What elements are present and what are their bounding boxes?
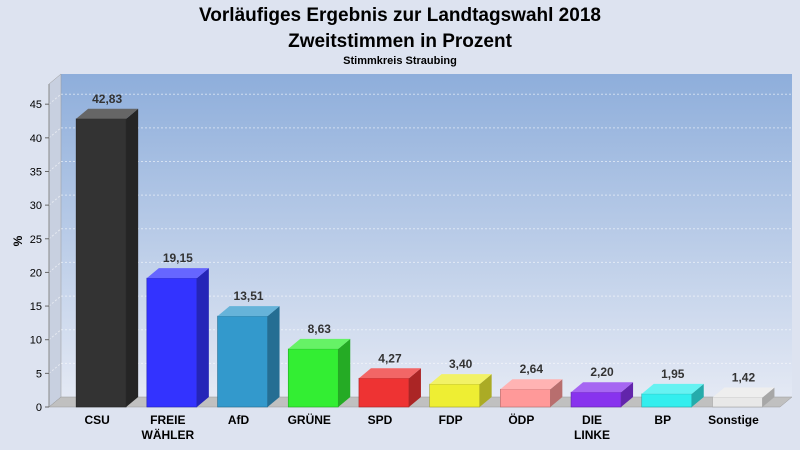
bar-1: [146, 268, 209, 408]
y-tick-label: 20: [30, 267, 42, 279]
bar-front: [217, 315, 268, 408]
value-label: 4,27: [378, 351, 402, 365]
bar-5: [429, 374, 492, 408]
bar-top: [429, 374, 492, 385]
bar-top: [146, 268, 209, 279]
category-label: BP: [654, 413, 671, 427]
grid-line-side: [48, 228, 62, 240]
bar-side: [338, 338, 351, 407]
value-labels: 42,83 19,15 13,51 8,63 4,27 3,40 2,64 2,20 1,95 1…: [92, 92, 755, 385]
value-label: 3,40: [449, 357, 473, 371]
y-axis: 0 5 10 15 20 25 30 35 40 45: [30, 84, 50, 414]
y-tick-label: 15: [30, 301, 42, 313]
grid-line-side: [48, 127, 62, 139]
bar-8: [641, 383, 704, 408]
y-tick-label: 35: [30, 166, 42, 178]
y-tick-label: 40: [30, 133, 42, 145]
chart-title: Vorläufiges Ergebnis zur Landtagswahl 20…: [199, 5, 601, 26]
bar-top: [217, 306, 280, 317]
y-tick-label: 30: [30, 200, 42, 212]
bar-4: [358, 368, 421, 408]
value-label: 13,51: [234, 289, 264, 303]
bar-top: [571, 382, 634, 393]
category-label: FREIE: [150, 413, 185, 427]
bar-3: [287, 338, 351, 408]
y-tick-label: 5: [36, 368, 42, 380]
value-label: 8,63: [308, 322, 332, 336]
bar-front: [570, 391, 622, 408]
bar-front: [75, 118, 127, 408]
value-label: 2,64: [520, 362, 544, 376]
bar-top: [288, 338, 351, 349]
bar-side: [267, 306, 280, 407]
bar-side: [762, 387, 775, 407]
bars: [75, 108, 775, 408]
bar-front: [712, 397, 763, 408]
grid-line-side: [48, 194, 62, 206]
bar-0: [75, 108, 139, 408]
bar-top: [358, 368, 421, 379]
chart-title-line2: Zweitstimmen in Prozent: [288, 31, 512, 52]
y-tick-label: 25: [30, 234, 42, 246]
bar-side: [126, 108, 139, 407]
plot-side-wall: [48, 73, 62, 408]
grid-line-side: [48, 295, 62, 307]
value-label: 2,20: [590, 365, 614, 379]
value-label: 1,42: [732, 370, 756, 384]
grid-line-side: [48, 362, 62, 374]
bar-side: [691, 383, 704, 407]
grid-line-side: [48, 329, 62, 341]
category-label: GRÜNE: [288, 412, 331, 427]
category-label: Sonstige: [708, 413, 759, 427]
bar-front: [146, 277, 198, 408]
bar-front: [641, 393, 693, 408]
grid-line-side: [48, 161, 62, 172]
y-tick-label: 0: [36, 402, 42, 414]
bar-top: [500, 379, 563, 390]
value-label: 42,83: [92, 92, 122, 106]
category-label: FDP: [439, 413, 463, 427]
bar-side: [196, 268, 209, 407]
y-tick-label: 45: [30, 99, 42, 111]
bar-side: [479, 374, 492, 407]
bar-front: [287, 348, 339, 408]
category-label: LINKE: [574, 428, 610, 442]
bar-front: [358, 377, 410, 408]
value-label: 1,95: [661, 367, 685, 381]
grid-line-side: [48, 93, 62, 105]
bar-top: [641, 383, 704, 394]
bar-side: [408, 368, 421, 407]
bar-side: [550, 379, 563, 407]
bar-6: [500, 379, 563, 408]
bar-2: [217, 306, 280, 408]
category-label: AfD: [228, 413, 250, 427]
bar-9: [712, 387, 775, 408]
category-label: SPD: [368, 413, 393, 427]
bar-front: [500, 388, 551, 408]
y-tick-label: 10: [30, 335, 42, 347]
bar-7: [570, 382, 634, 408]
category-label: DIE: [582, 413, 602, 427]
category-label: CSU: [84, 413, 109, 427]
category-label: WÄHLER: [142, 427, 195, 442]
category-label: ÖDP: [508, 412, 534, 427]
y-axis-label: %: [11, 235, 25, 246]
chart-subtitle: Stimmkreis Straubing: [343, 55, 457, 67]
value-label: 19,15: [163, 251, 193, 265]
grid-line-side: [48, 262, 62, 273]
bar-top: [76, 108, 139, 119]
bar-side: [621, 382, 634, 407]
bar-top: [712, 387, 775, 398]
bar-front: [429, 383, 480, 408]
